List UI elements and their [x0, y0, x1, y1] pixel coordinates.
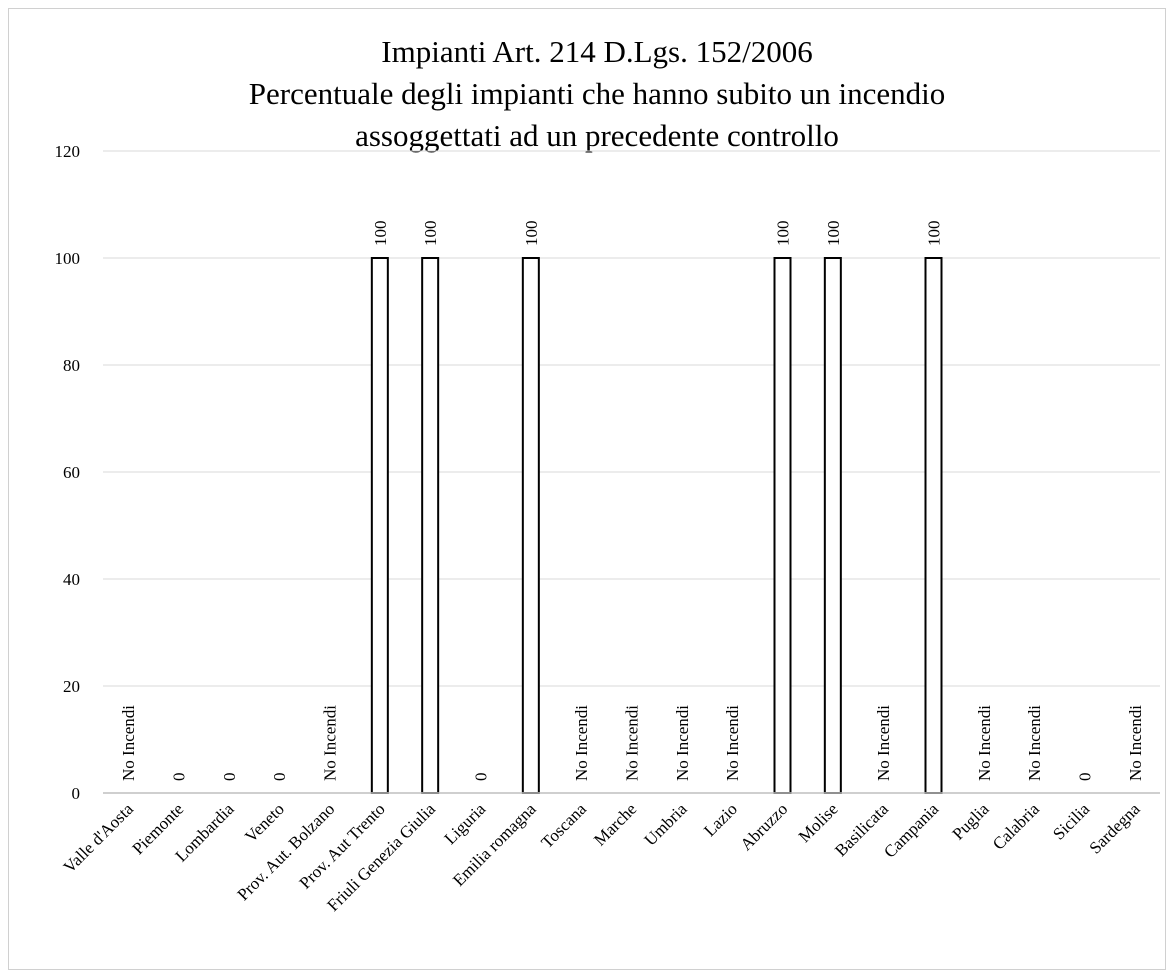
chart-title-line-3: assoggettati ad un precedente controllo — [355, 118, 839, 153]
x-tick-label: Marche — [590, 799, 640, 849]
data-label: No Incendi — [623, 705, 642, 781]
data-label: 100 — [421, 221, 440, 247]
x-tick-label: Lazio — [700, 799, 741, 840]
chart-title-line-1: Impianti Art. 214 D.Lgs. 152/2006 — [381, 34, 812, 69]
x-tick-label: Sicilia — [1049, 799, 1093, 843]
y-tick-label: 80 — [63, 356, 80, 375]
bar — [370, 257, 389, 794]
chart-title: Impianti Art. 214 D.Lgs. 152/2006 Percen… — [249, 34, 945, 153]
data-label: No Incendi — [1025, 705, 1044, 781]
x-tick-label: Umbria — [641, 799, 691, 849]
data-label: No Incendi — [321, 705, 340, 781]
x-tick-label: Calabria — [989, 799, 1043, 853]
bar — [521, 257, 540, 794]
x-tick-label: Liguria — [441, 799, 490, 848]
x-tick-label: Abruzzo — [737, 799, 792, 854]
x-tick-label: Puglia — [949, 799, 993, 843]
data-label: No Incendi — [1126, 705, 1145, 781]
bar — [773, 257, 792, 794]
data-labels: No Incendi 0 0 0 No Incendi 100 100 0 100 No Ince… — [119, 221, 1145, 782]
data-label: No Incendi — [723, 705, 742, 781]
bar — [823, 257, 842, 794]
bar — [421, 257, 440, 794]
y-tick-label: 40 — [63, 570, 80, 589]
y-tick-label: 100 — [55, 249, 81, 268]
data-label: 0 — [220, 773, 239, 782]
chart-title-line-2: Percentuale degli impianti che hanno sub… — [249, 76, 945, 111]
x-tick-label: Veneto — [241, 799, 288, 846]
data-label: 0 — [1076, 773, 1095, 782]
y-tick-label: 0 — [72, 784, 81, 803]
data-label: No Incendi — [874, 705, 893, 781]
data-label: 0 — [472, 773, 491, 782]
data-label: No Incendi — [673, 705, 692, 781]
x-tick-label: Toscana — [537, 799, 590, 852]
data-label: 0 — [270, 773, 289, 782]
y-tick-label: 60 — [63, 463, 80, 482]
data-label: 100 — [925, 221, 944, 247]
x-tick-label: Valle d'Aosta — [60, 799, 138, 877]
x-tick-label: Molise — [795, 799, 842, 846]
y-tick-label: 120 — [55, 142, 81, 161]
bars — [370, 257, 943, 794]
x-tick-label: Sardegna — [1085, 799, 1143, 857]
data-label: 100 — [774, 221, 793, 247]
y-tick-label: 20 — [63, 677, 80, 696]
data-label: No Incendi — [119, 705, 138, 781]
y-axis: 0 20 40 60 80 100 120 — [55, 142, 81, 803]
data-label: No Incendi — [975, 705, 994, 781]
gridlines — [103, 150, 1160, 687]
data-label: 0 — [170, 773, 189, 782]
data-label: 100 — [824, 221, 843, 247]
data-label: 100 — [522, 221, 541, 247]
chart-frame — [8, 8, 1166, 970]
data-label: No Incendi — [572, 705, 591, 781]
data-label: 100 — [371, 221, 390, 247]
x-tick-label: Campania — [880, 799, 942, 861]
x-tick-label: Prov. Aut Trento — [296, 799, 389, 892]
bar — [924, 257, 943, 794]
